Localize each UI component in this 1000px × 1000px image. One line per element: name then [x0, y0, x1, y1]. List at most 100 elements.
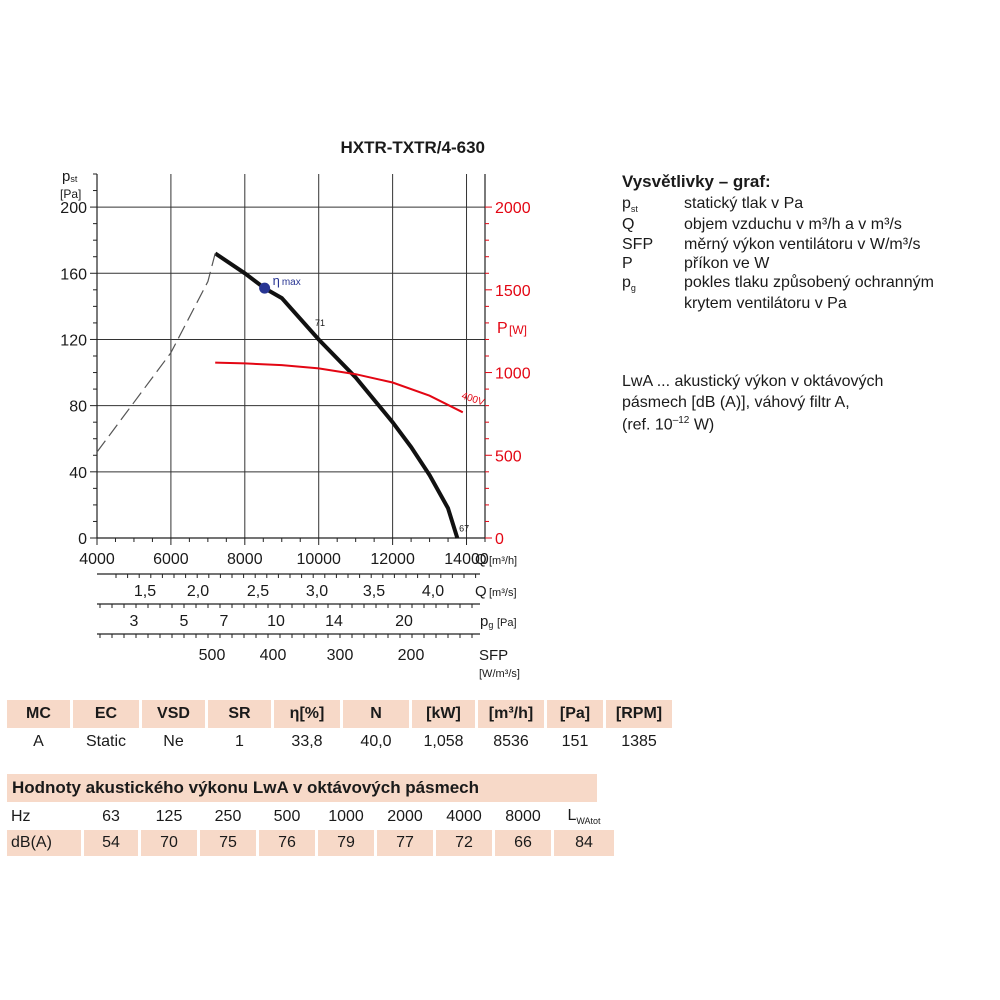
spec-header-cell: EC: [73, 700, 139, 728]
q-ms-unit: [m³/s]: [489, 587, 517, 599]
lwa-note-line1: LwA ... akustický výkon v oktávových: [622, 373, 884, 390]
spec-header-cell: [kW]: [412, 700, 475, 728]
legend-symbol: pst: [622, 195, 638, 215]
hz-cell: 500: [273, 808, 301, 825]
legend-text: objem vzduchu v m³/h a v m³/s: [684, 216, 902, 234]
legend-symbol: pg: [622, 273, 636, 294]
secondary-tick-label: 2,5: [247, 583, 269, 600]
eta-max-label: η max: [273, 273, 301, 288]
legend-item: SFP měrný výkon ventilátoru v W/m³/s: [622, 235, 992, 254]
y-right-tick-label: 0: [495, 531, 504, 548]
acoustic-title: Hodnoty akustického výkonu LwA v oktávov…: [7, 774, 597, 802]
series-pst: [214, 251, 460, 539]
hz-cell: 2000: [387, 808, 423, 825]
legend-text: měrný výkon ventilátoru v W/m³/s: [684, 235, 921, 253]
legend-text: statický tlak v Pa: [684, 195, 804, 213]
x-tick-label: 4000: [79, 551, 115, 568]
secondary-tick-label: 2,0: [187, 583, 209, 600]
spec-header-cell: N: [343, 700, 409, 728]
spec-header-cell: [RPM]: [606, 700, 672, 728]
spec-value-cell: 33,8: [291, 733, 323, 750]
performance-chart: HXTR-TXTR/4-630 0 40 80 120 160 200 pst [Pa] 0 500…: [60, 138, 531, 680]
secondary-tick-label: 400: [260, 647, 287, 664]
chart-grid: [97, 174, 485, 538]
legend: Vysvětlivky – graf: pst statický tlak v P…: [622, 172, 992, 313]
db-cell: 72: [436, 830, 492, 856]
chart-title: HXTR-TXTR/4-630: [340, 138, 485, 157]
y-left-label: pst: [62, 168, 78, 185]
spec-header-cell: VSD: [142, 700, 205, 728]
y-right-unit: [W]: [509, 323, 527, 337]
curve-point-label: 71: [315, 318, 325, 328]
sfp-label: SFP: [479, 647, 508, 664]
legend-symbol: Q: [622, 216, 635, 234]
spec-value-cell: Ne: [163, 733, 184, 750]
db-row: dB(A) 54 70 75 76 79 77 72 66 84: [7, 830, 614, 856]
secondary-tick-label: 500: [199, 647, 226, 664]
acoustic-table: Hz 63 125 250 500 1000 2000 4000 8000 LWAtot dB(A…: [4, 804, 617, 856]
spec-value-cell: 1,058: [423, 733, 464, 750]
legend-item: pg pokles tlaku způsobený ochranným: [622, 273, 992, 294]
secondary-tick-label: 4,0: [422, 583, 444, 600]
secondary-tick-label: 10: [267, 613, 285, 630]
hz-row: Hz 63 125 250 500 1000 2000 4000 8000 LWAtot: [7, 804, 614, 830]
spec-header-cell: MC: [7, 700, 70, 728]
secondary-tick-label: 5: [180, 613, 189, 630]
hz-cell: 4000: [446, 808, 482, 825]
legend-item: pst statický tlak v Pa: [622, 194, 992, 215]
x-axis-unit: [m³/h]: [489, 555, 517, 567]
secondary-tick-label: 20: [395, 613, 413, 630]
hz-cell: 250: [214, 808, 242, 825]
spec-header-cell: [m³/h]: [478, 700, 544, 728]
y-left-unit: [Pa]: [60, 187, 81, 201]
lwa-note-line2: pásmech [dB (A)], váhový filtr A,: [622, 393, 850, 411]
db-cell: 84: [554, 830, 614, 856]
y-left-tick-label: 200: [60, 200, 87, 217]
x-axis-label: Q: [475, 551, 487, 568]
y-right-tick-label: 1500: [495, 283, 531, 300]
secondary-tick-label: 3: [130, 613, 139, 630]
secondary-tick-label: 3,0: [306, 583, 328, 600]
q-ms-label: Q: [475, 583, 487, 600]
series-pst-unstable: [96, 253, 216, 453]
hz-cell: 63: [102, 808, 120, 825]
series-power: [215, 361, 464, 414]
db-cell: 75: [200, 830, 256, 856]
legend-text: pokles tlaku způsobený ochranným: [684, 273, 934, 291]
legend-symbol: P: [622, 254, 633, 272]
hz-label: Hz: [11, 808, 31, 825]
secondary-tick-label: 14: [325, 613, 343, 630]
db-label: dB(A): [7, 830, 81, 856]
x-tick-label: 12000: [370, 551, 415, 568]
x-tick-label: 8000: [227, 551, 263, 568]
eta-max-marker: [259, 282, 271, 294]
spec-value-cell: A: [33, 733, 44, 750]
db-cell: 77: [377, 830, 433, 856]
y-right-tick-label: 2000: [495, 200, 531, 217]
y-right-tick-label: 1000: [495, 366, 531, 383]
total-label: LWAtot: [567, 807, 601, 827]
x-tick-label: 10000: [296, 551, 341, 568]
secondary-tick-label: 300: [327, 647, 354, 664]
y-right-label: P: [497, 320, 508, 337]
x-tick-label: 6000: [153, 551, 189, 568]
hz-cell: 8000: [505, 808, 541, 825]
spec-value-cell: 1: [235, 733, 244, 750]
spec-value-cell: 8536: [493, 733, 529, 750]
spec-header-cell: η[%]: [274, 700, 340, 728]
db-cell: 79: [318, 830, 374, 856]
y-left-tick-label: 80: [69, 399, 87, 416]
spec-value-cell: Static: [85, 733, 126, 750]
y-left-tick-label: 40: [69, 465, 87, 482]
pg-unit: [Pa]: [497, 617, 517, 629]
legend-text-continued: krytem ventilátoru v Pa: [684, 294, 847, 312]
legend-symbol: SFP: [622, 235, 654, 253]
legend-title: Vysvětlivky – graf:: [622, 172, 771, 191]
secondary-tick-label: 3,5: [363, 583, 385, 600]
lwa-note: LwA ... akustický výkon v oktávových pás…: [622, 372, 982, 436]
pg-label: pg: [480, 613, 493, 630]
legend-text: příkon ve W: [684, 254, 770, 272]
